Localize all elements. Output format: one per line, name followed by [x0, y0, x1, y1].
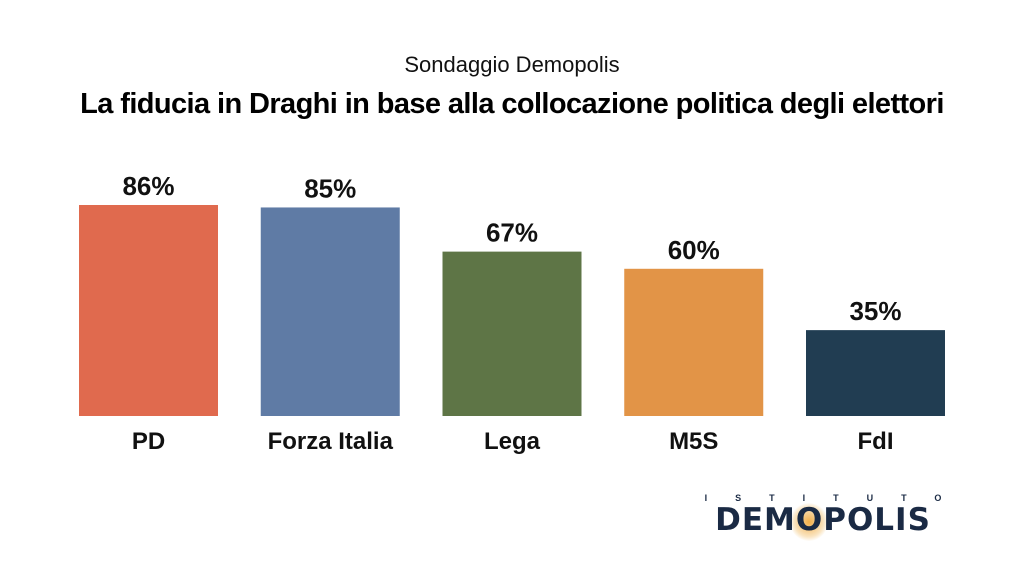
chart-subtitle: Sondaggio Demopolis — [404, 52, 620, 77]
bar-lega — [442, 251, 582, 416]
category-label: PD — [132, 428, 165, 455]
bar-m5s — [624, 268, 764, 416]
bar-value-label: 67% — [486, 218, 538, 248]
bar-value-label: 60% — [668, 235, 720, 265]
bar-value-label: 35% — [849, 296, 901, 326]
logo-main-right: POLIS — [823, 502, 931, 538]
logo-o: O — [789, 502, 829, 541]
bar-pd — [79, 205, 218, 416]
bar-fdi — [806, 330, 945, 416]
logo-main-text: DEMOPOLIS — [700, 502, 946, 541]
category-label: M5S — [669, 428, 718, 455]
demopolis-logo: ISTITUTO DEMOPOLIS — [700, 493, 946, 541]
logo-main-left: DEM — [715, 502, 796, 538]
bar-value-label: 85% — [304, 173, 356, 203]
bar-value-label: 86% — [122, 171, 174, 201]
category-label: Forza Italia — [268, 428, 394, 455]
bar-forza-italia — [260, 207, 400, 416]
category-label: FdI — [858, 428, 894, 455]
logo-top-text: ISTITUTO — [704, 493, 970, 503]
category-label: Lega — [484, 428, 541, 455]
chart-title: La fiducia in Draghi in base alla colloc… — [80, 88, 944, 120]
